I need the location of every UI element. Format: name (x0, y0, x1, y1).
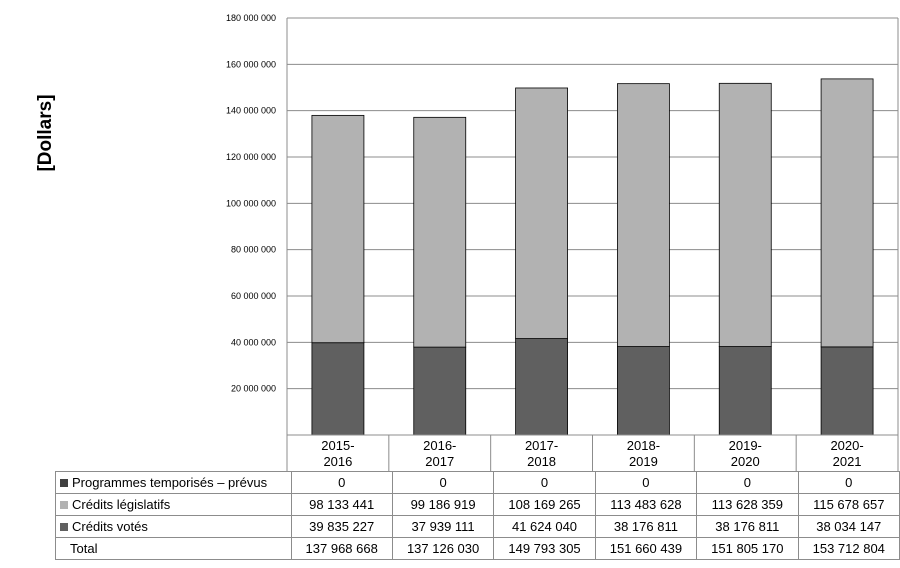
bar-segment (413, 116, 467, 348)
value-label: 98 133 441 (290, 493, 393, 516)
value-label: 108 169 265 (493, 493, 596, 516)
bar-segment (311, 114, 365, 344)
total-value: 151 805 170 (696, 537, 799, 560)
value-label: 0 (493, 471, 596, 494)
category-label: 2017- (525, 438, 558, 453)
category-label: 2017 (425, 454, 454, 469)
bar-segment (515, 87, 568, 339)
legend-label-credits-legislatifs: Crédits législatifs (72, 497, 171, 512)
value-label: 0 (290, 471, 393, 494)
table-row-credits-votes: Crédits votés 39 835 227 37 939 111 41 6… (55, 515, 900, 538)
legend-label-programmes: Programmes temporisés – prévus (72, 475, 268, 490)
y-tick-label: 120 000 000 (226, 152, 276, 162)
total-value: 151 660 439 (594, 537, 698, 560)
total-value: 149 793 305 (493, 537, 596, 560)
category-label: 2020- (830, 438, 863, 453)
value-label: 0 (696, 471, 799, 494)
category-label: 2015- (321, 438, 354, 453)
legend-swatch-credits-votes (60, 523, 68, 531)
bar-segment (617, 83, 670, 347)
legend-swatch-programmes (60, 479, 68, 487)
legend-entry-credits-votes: Crédits votés (55, 515, 292, 538)
y-tick-label: 60 000 000 (231, 291, 276, 301)
legend-entry-credits-legislatifs: Crédits législatifs (55, 493, 292, 516)
category-label: 2021 (833, 454, 862, 469)
y-axis-label: [Dollars] (35, 94, 56, 171)
y-tick-label: 180 000 000 (226, 13, 276, 23)
total-label: Total (55, 537, 292, 560)
stacked-bar-chart: [Dollars] 20 000 000 40 000 000 60 000 000… (35, 13, 899, 472)
category-label: 2018 (527, 454, 556, 469)
category-labels: 2015-2016 2016-2017 2017-2018 2018-2019 2019… (286, 435, 899, 472)
value-label: 0 (594, 471, 698, 494)
legend-swatch-credits-legislatifs (60, 501, 68, 509)
bar-segment (718, 82, 772, 347)
data-table: Programmes temporisés – prévus 0 0 0 0 0… (55, 471, 900, 560)
gridlines (287, 17, 898, 390)
y-tick-label: 40 000 000 (231, 337, 276, 347)
bar-segment (718, 346, 772, 436)
value-label: 39 835 227 (290, 515, 393, 538)
y-tick-label: 100 000 000 (226, 198, 276, 208)
bar-segment (515, 338, 568, 436)
value-label: 37 939 111 (391, 515, 495, 538)
value-label: 113 628 359 (696, 493, 799, 516)
value-label: 0 (797, 471, 900, 494)
category-label: 2016- (423, 438, 456, 453)
bar-segment (413, 346, 467, 436)
y-tick-labels: 20 000 000 40 000 000 60 000 000 80 000 000… (226, 13, 276, 394)
value-label: 113 483 628 (594, 493, 698, 516)
table-row-programmes: Programmes temporisés – prévus 0 0 0 0 0… (55, 471, 900, 494)
value-label: 0 (391, 471, 495, 494)
value-label: 115 678 657 (797, 493, 900, 516)
total-value: 137 126 030 (391, 537, 495, 560)
category-label: 2019- (729, 438, 762, 453)
bar-segment (820, 78, 874, 348)
table-row-credits-legislatifs: Crédits législatifs 98 133 441 99 186 91… (55, 493, 900, 516)
bar-segment (820, 346, 874, 436)
y-tick-label: 140 000 000 (226, 106, 276, 116)
y-tick-label: 160 000 000 (226, 59, 276, 69)
category-label: 2019 (629, 454, 658, 469)
value-label: 38 176 811 (594, 515, 698, 538)
legend-entry-programmes: Programmes temporisés – prévus (55, 471, 292, 494)
value-label: 38 176 811 (696, 515, 799, 538)
total-value: 153 712 804 (797, 537, 900, 560)
bar-segment (311, 342, 365, 436)
value-label: 41 624 040 (493, 515, 596, 538)
plot-frame (286, 18, 899, 436)
category-label: 2016 (323, 454, 352, 469)
table-row-total: Total 137 968 668 137 126 030 149 793 30… (55, 537, 900, 560)
total-value: 137 968 668 (290, 537, 393, 560)
y-tick-label: 20 000 000 (231, 384, 276, 394)
legend-label-credits-votes: Crédits votés (72, 519, 148, 534)
category-label: 2020 (731, 454, 760, 469)
value-label: 38 034 147 (797, 515, 900, 538)
y-tick-label: 80 000 000 (231, 245, 276, 255)
total-label-text: Total (70, 541, 98, 556)
bars (311, 78, 874, 436)
value-label: 99 186 919 (391, 493, 495, 516)
category-label: 2018- (627, 438, 660, 453)
bar-segment (617, 346, 670, 436)
